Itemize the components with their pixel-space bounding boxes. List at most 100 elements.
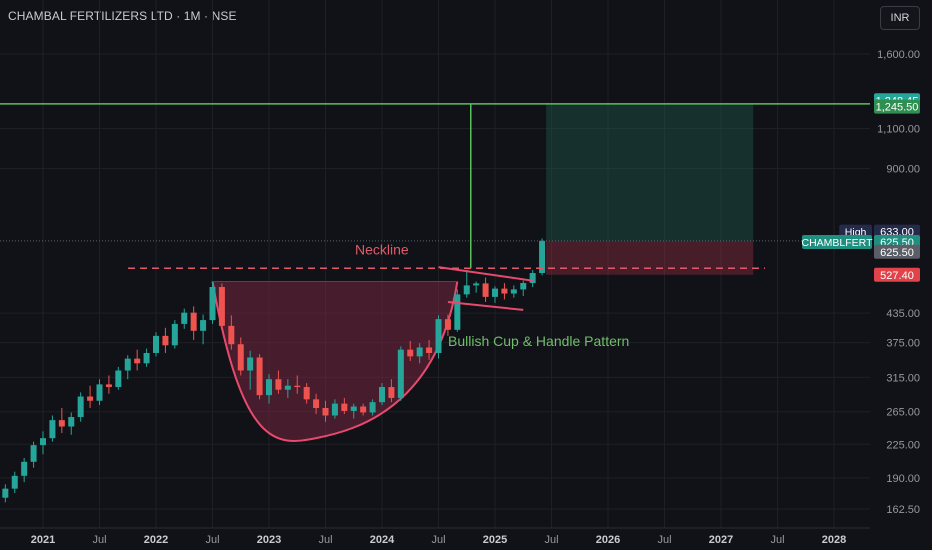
candle-body — [153, 335, 159, 353]
y-tick-label: 315.00 — [886, 372, 920, 384]
x-tick-label: Jul — [657, 534, 671, 546]
price-label-box — [874, 267, 920, 282]
candle-body — [171, 323, 178, 346]
candle-body — [218, 286, 225, 326]
x-tick-label: 2024 — [370, 534, 395, 546]
x-tick-label: 2025 — [483, 534, 507, 546]
candle-body — [275, 379, 282, 390]
candle-body — [482, 283, 489, 297]
candle-body — [124, 358, 131, 371]
candle-body — [379, 387, 385, 403]
y-tick-label: 900.00 — [886, 163, 920, 175]
candle-body — [77, 396, 84, 418]
x-tick-label: 2021 — [31, 534, 55, 546]
neckline-label: Neckline — [355, 241, 409, 257]
price-label-text: 625.50 — [880, 247, 914, 259]
candle-body — [454, 294, 461, 330]
candle-body — [284, 385, 291, 390]
candle-body — [30, 445, 37, 462]
candle-body — [181, 312, 188, 324]
candle-body — [96, 384, 103, 401]
y-tick-label: 1,100.00 — [877, 124, 920, 136]
x-tick-label: 2028 — [822, 534, 846, 546]
y-tick-label: 1,600.00 — [877, 49, 920, 61]
currency-selector[interactable]: INR — [880, 6, 920, 30]
candle-body — [58, 420, 65, 427]
candle-body — [407, 349, 414, 357]
candle-body — [341, 403, 348, 411]
price-label-text: 1,245.50 — [876, 102, 919, 114]
candle-body — [162, 335, 169, 346]
candle-body — [388, 387, 395, 398]
x-tick-label: 2022 — [144, 534, 168, 546]
candle-body — [444, 319, 451, 330]
x-tick-label: Jul — [318, 534, 332, 546]
candle-body — [11, 475, 18, 489]
candle-body — [492, 288, 498, 297]
flag-lower-line — [447, 300, 524, 311]
x-tick-label: Jul — [770, 534, 784, 546]
candle-body — [303, 387, 310, 400]
candle-body — [294, 385, 301, 388]
candle-body — [322, 407, 329, 416]
candle-body — [68, 417, 75, 427]
x-tick-label: Jul — [205, 534, 219, 546]
y-tick-label: 225.00 — [886, 439, 920, 451]
x-tick-label: 2027 — [709, 534, 733, 546]
candle-body — [416, 347, 423, 357]
candle-body — [539, 240, 546, 274]
candle-body — [49, 420, 56, 439]
cup-curve — [211, 281, 459, 442]
candle-body — [115, 370, 122, 388]
chart-title: CHAMBAL FERTILIZERS LTD · 1M · NSE — [8, 9, 237, 23]
y-tick-label: 265.00 — [886, 407, 920, 419]
x-tick-label: Jul — [92, 534, 106, 546]
price-label-box — [874, 99, 920, 114]
target-zone — [546, 103, 754, 241]
candle-body — [350, 406, 357, 411]
candle-body — [520, 283, 527, 290]
candle-body — [501, 288, 508, 294]
y-tick-label: 162.50 — [886, 504, 920, 516]
candle-body — [510, 289, 517, 294]
candle-body — [134, 358, 141, 364]
x-tick-label: Jul — [544, 534, 558, 546]
price-label-text: 527.40 — [880, 270, 914, 282]
candle-body — [143, 352, 150, 364]
candle-body — [473, 283, 480, 286]
candle-body — [426, 347, 433, 353]
candle-body — [209, 286, 216, 321]
flag-upper-line — [438, 266, 533, 282]
candle-body — [237, 344, 244, 371]
x-tick-label: 2026 — [596, 534, 620, 546]
y-tick-label: 435.00 — [886, 308, 920, 320]
y-tick-label: 190.00 — [886, 473, 920, 485]
candle-body — [435, 319, 442, 353]
price-label-box — [874, 244, 920, 259]
candle-body — [2, 488, 9, 498]
candle-body — [105, 384, 112, 388]
candle-body — [256, 357, 263, 396]
candle-body — [200, 320, 207, 331]
candle-body — [463, 285, 470, 295]
candle-body — [21, 461, 28, 476]
side-tag-box — [802, 234, 872, 249]
candle-body — [87, 396, 94, 401]
candle-body — [266, 379, 272, 396]
candle-body — [397, 349, 404, 398]
stop-zone — [546, 240, 754, 275]
candle-body — [360, 406, 367, 413]
candle-body — [529, 273, 536, 284]
candle-body — [40, 438, 46, 446]
candle-body — [331, 403, 338, 416]
cup-fill — [212, 281, 458, 441]
candle-body — [190, 312, 197, 331]
side-tag-text: CHAMBLFERT — [802, 237, 874, 249]
candle-body — [247, 357, 254, 371]
pattern-label: Bullish Cup & Handle Pattern — [448, 333, 629, 349]
candle-body — [369, 402, 376, 413]
y-tick-label: 375.00 — [886, 338, 920, 350]
candle-body — [313, 399, 320, 408]
x-tick-label: Jul — [431, 534, 445, 546]
